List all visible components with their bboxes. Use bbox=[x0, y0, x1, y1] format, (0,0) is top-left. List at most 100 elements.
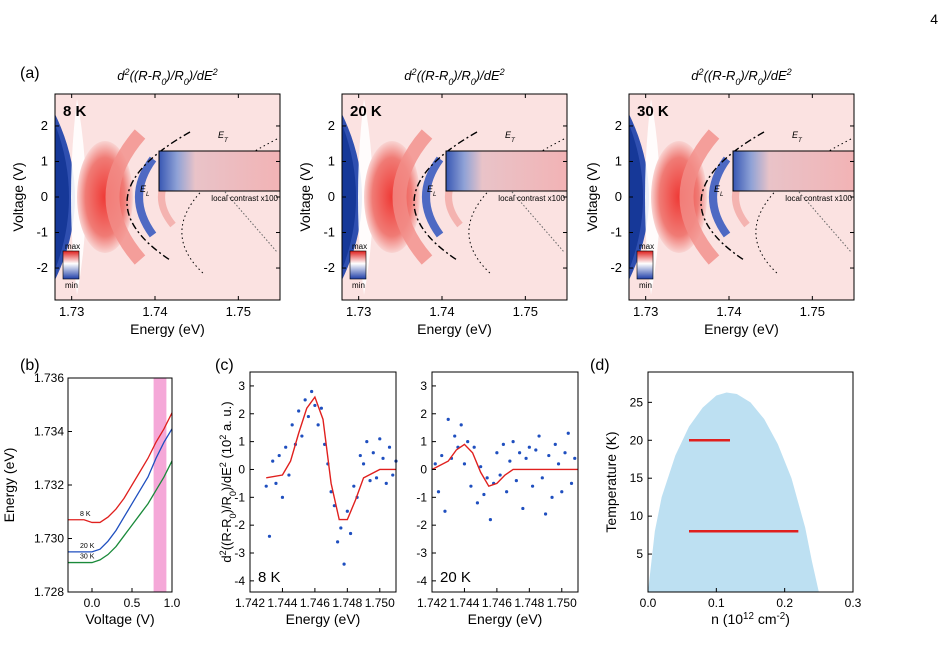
data-point bbox=[498, 473, 502, 477]
data-point bbox=[553, 442, 557, 447]
colorbar-max-label: max bbox=[639, 242, 654, 251]
data-point bbox=[361, 462, 366, 466]
y-tick-label: -1 bbox=[610, 225, 622, 240]
data-point bbox=[306, 414, 310, 419]
EL-label: EL bbox=[140, 184, 150, 198]
data-point bbox=[573, 456, 577, 460]
y-tick-label: 1.736 bbox=[34, 371, 64, 385]
heatmap-dash-dot-curve bbox=[126, 131, 191, 261]
y-tick-label: 1.730 bbox=[34, 532, 64, 546]
data-point bbox=[303, 398, 307, 402]
data-point bbox=[550, 495, 554, 499]
series-line-8k bbox=[68, 412, 173, 524]
x-tick-label: 1.75 bbox=[800, 304, 825, 319]
heatmap-red-arc bbox=[392, 129, 433, 265]
y-tick-label: -2 bbox=[416, 518, 427, 532]
spectrum-panel: 1.742 1.744 1.746 1.748 1.750 3 2 1 0 -1 -2 -3 -4 20 … bbox=[416, 371, 579, 627]
heatmap-title: d2((R-R0)/R0)/dE2 bbox=[117, 67, 217, 87]
y-tick-label: 25 bbox=[630, 395, 644, 409]
y-tick-label: -4 bbox=[234, 574, 245, 588]
x-tick-label: 1.748 bbox=[332, 596, 362, 610]
data-point bbox=[469, 484, 473, 488]
colorbar bbox=[349, 250, 367, 280]
inset-label: local contrast x100 bbox=[498, 194, 565, 203]
data-point bbox=[368, 479, 372, 483]
colorbar-min-label: min bbox=[639, 281, 652, 290]
y-tick-label: -3 bbox=[416, 546, 427, 560]
x-tick-label: 0.1 bbox=[708, 596, 725, 610]
heatmap-dash-dot-curve bbox=[413, 131, 478, 261]
panel-label-a: (a) bbox=[20, 65, 40, 82]
y-tick-label: 1 bbox=[328, 153, 335, 168]
x-axis-label: n (1012 cm-2) bbox=[711, 611, 790, 628]
x-tick-label: 0.5 bbox=[124, 596, 141, 610]
x-tick-label: 0.0 bbox=[84, 596, 101, 610]
data-point bbox=[391, 473, 395, 477]
y-tick-label: 0 bbox=[615, 189, 622, 204]
panel-d-phase-diagram: 0.0 0.1 0.2 0.3 25 20 15 10 5 n (1012 cm-2) Temper… bbox=[603, 371, 862, 628]
EL-label: EL bbox=[714, 184, 724, 198]
data-point bbox=[485, 476, 489, 480]
data-point bbox=[547, 453, 551, 458]
heatmap-red-arc bbox=[679, 129, 720, 265]
y-tick-label: 1.728 bbox=[34, 585, 64, 599]
y-tick-label: -3 bbox=[234, 546, 245, 560]
data-point bbox=[310, 389, 314, 394]
data-point bbox=[505, 490, 509, 494]
heatmap-blue-core bbox=[342, 124, 356, 270]
y-tick-label: -2 bbox=[36, 260, 48, 275]
temperature-label: 8 K bbox=[63, 103, 87, 120]
x-tick-label: 1.73 bbox=[59, 304, 84, 319]
x-tick-label: 1.75 bbox=[226, 304, 251, 319]
y-tick-label: 0 bbox=[420, 462, 427, 476]
data-point bbox=[440, 453, 444, 458]
data-point bbox=[488, 517, 492, 522]
panel-b-line-chart: 8 K 20 K 30 K 0.0 0.5 1.0 1.736 1.734 1.732 1.730… bbox=[1, 371, 181, 627]
panel-a-heatmaps: d2((R-R0)/R0)/dE2 8 K local contrast x100 E… bbox=[10, 67, 855, 337]
data-point bbox=[274, 481, 278, 485]
x-tick-label: 1.74 bbox=[716, 304, 741, 319]
data-point bbox=[514, 479, 518, 483]
heatmap-title: d2((R-R0)/R0)/dE2 bbox=[691, 67, 791, 87]
data-point bbox=[508, 459, 512, 463]
data-point bbox=[358, 453, 362, 458]
heatmap-blue-arc bbox=[135, 156, 157, 238]
data-point bbox=[336, 540, 340, 544]
data-point bbox=[287, 473, 291, 477]
data-point bbox=[267, 534, 272, 538]
series-label: 8 K bbox=[80, 511, 91, 518]
data-point bbox=[501, 442, 505, 447]
data-point bbox=[374, 476, 379, 480]
y-tick-label: -1 bbox=[234, 490, 245, 504]
data-point bbox=[511, 440, 515, 444]
y-axis-label: Energy (eV) bbox=[1, 448, 17, 523]
data-point bbox=[534, 448, 538, 452]
data-point bbox=[329, 490, 333, 494]
panel-label-b: (b) bbox=[20, 357, 40, 374]
x-tick-label: 1.744 bbox=[267, 596, 297, 610]
colorbar-min-label: min bbox=[65, 281, 78, 290]
series-line-20k bbox=[68, 428, 173, 553]
data-point bbox=[348, 531, 353, 536]
data-point bbox=[540, 476, 544, 480]
heatmap-panel: d2((R-R0)/R0)/dE2 20 K local contrast x100… bbox=[297, 67, 568, 337]
temperature-label: 20 K bbox=[350, 103, 382, 120]
data-point bbox=[271, 459, 275, 463]
colorbar bbox=[636, 250, 654, 280]
temperature-label: 8 K bbox=[258, 569, 281, 586]
heatmap-dotted-line bbox=[798, 191, 852, 253]
data-point bbox=[482, 492, 486, 497]
data-point bbox=[342, 562, 346, 566]
y-tick-label: 2 bbox=[328, 118, 335, 133]
data-point bbox=[466, 440, 470, 444]
x-tick-label: 1.746 bbox=[482, 596, 512, 610]
data-point bbox=[495, 451, 499, 455]
data-point bbox=[530, 484, 535, 488]
data-point bbox=[313, 403, 317, 408]
y-tick-label: 1 bbox=[41, 153, 48, 168]
x-tick-label: 1.742 bbox=[417, 596, 447, 610]
colorbar-max-label: max bbox=[352, 242, 367, 251]
data-point bbox=[443, 509, 447, 513]
data-point bbox=[371, 451, 375, 455]
temperature-label: 20 K bbox=[440, 569, 471, 586]
